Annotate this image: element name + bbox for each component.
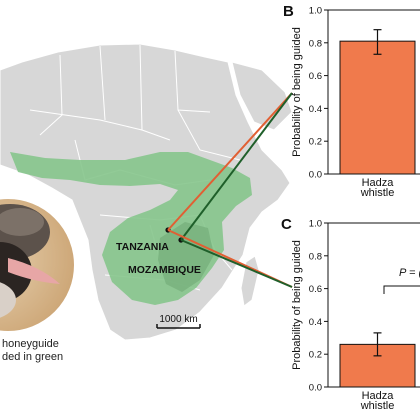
panel-b-ytick-label: 0.4: [309, 104, 322, 115]
connector-mozambique-to-c: [180, 239, 293, 288]
panel-b-bar-0: [339, 40, 416, 175]
connector-mozambique-to-b: [180, 92, 293, 241]
panel-c-ytick-label: 0.6: [309, 284, 322, 295]
panel-c-significance-bracket: [383, 285, 420, 294]
africa-landmass: [0, 43, 291, 341]
panel-b-ylabel: Probability of being guided: [291, 27, 303, 157]
africa-map: 1000 km TANZANIA MOZAMBIQUE: [0, 43, 293, 341]
panel-b-ytick-label: 0.6: [309, 71, 322, 82]
honeyguide-bill: [8, 258, 60, 284]
honeyguide-photo: [0, 198, 75, 332]
panel-c-ytick-label: 0.2: [309, 350, 322, 361]
panel-b-xtick-label: Hadza: [362, 177, 395, 189]
connector-tanzania-to-b: [167, 92, 293, 231]
scale-bar-label: 1000 km: [159, 314, 197, 325]
panel-b-ytick-label: 0.0: [309, 170, 322, 181]
panel-b-ytick-label: 0.8: [309, 38, 322, 49]
madagascar: [240, 255, 260, 307]
panel-c-ytick-label: 0.8: [309, 251, 322, 262]
panel-c-ylabel: Probability of being guided: [291, 240, 303, 370]
panel-c-xtick-label: whistle: [360, 400, 395, 412]
panel-c-ytick-label: 0.4: [309, 317, 322, 328]
panel-c-label: C: [281, 216, 292, 233]
panel-c-ytick-label: 0.0: [309, 383, 322, 394]
country-label-tanzania: TANZANIA: [116, 241, 169, 253]
panel-b-xtick-label: whistle: [360, 187, 395, 199]
panel-b-ytick-label: 1.0: [309, 6, 322, 17]
photo-caption-line-2: ded in green: [2, 351, 63, 363]
panel-b-chart: B 0.0 0.2 0.4 0.6 0.8 1.0 Probability of being…: [283, 3, 420, 199]
country-label-mozambique: MOZAMBIQUE: [128, 264, 201, 276]
photo-caption-line-1: honeyguide: [2, 338, 59, 350]
panel-c-xtick-label: Hadza: [362, 390, 395, 402]
panel-c-chart: C P = ( 0.0 0.2 0.4 0.6 0.8 1.0 Probability of…: [281, 216, 420, 412]
panel-c-ytick-label: 1.0: [309, 219, 322, 230]
panel-b-label: B: [283, 3, 294, 20]
panel-c-p-value: P = (: [399, 267, 420, 279]
honeyguide-range-dense: [158, 222, 214, 292]
panel-b-ytick-label: 0.2: [309, 137, 322, 148]
